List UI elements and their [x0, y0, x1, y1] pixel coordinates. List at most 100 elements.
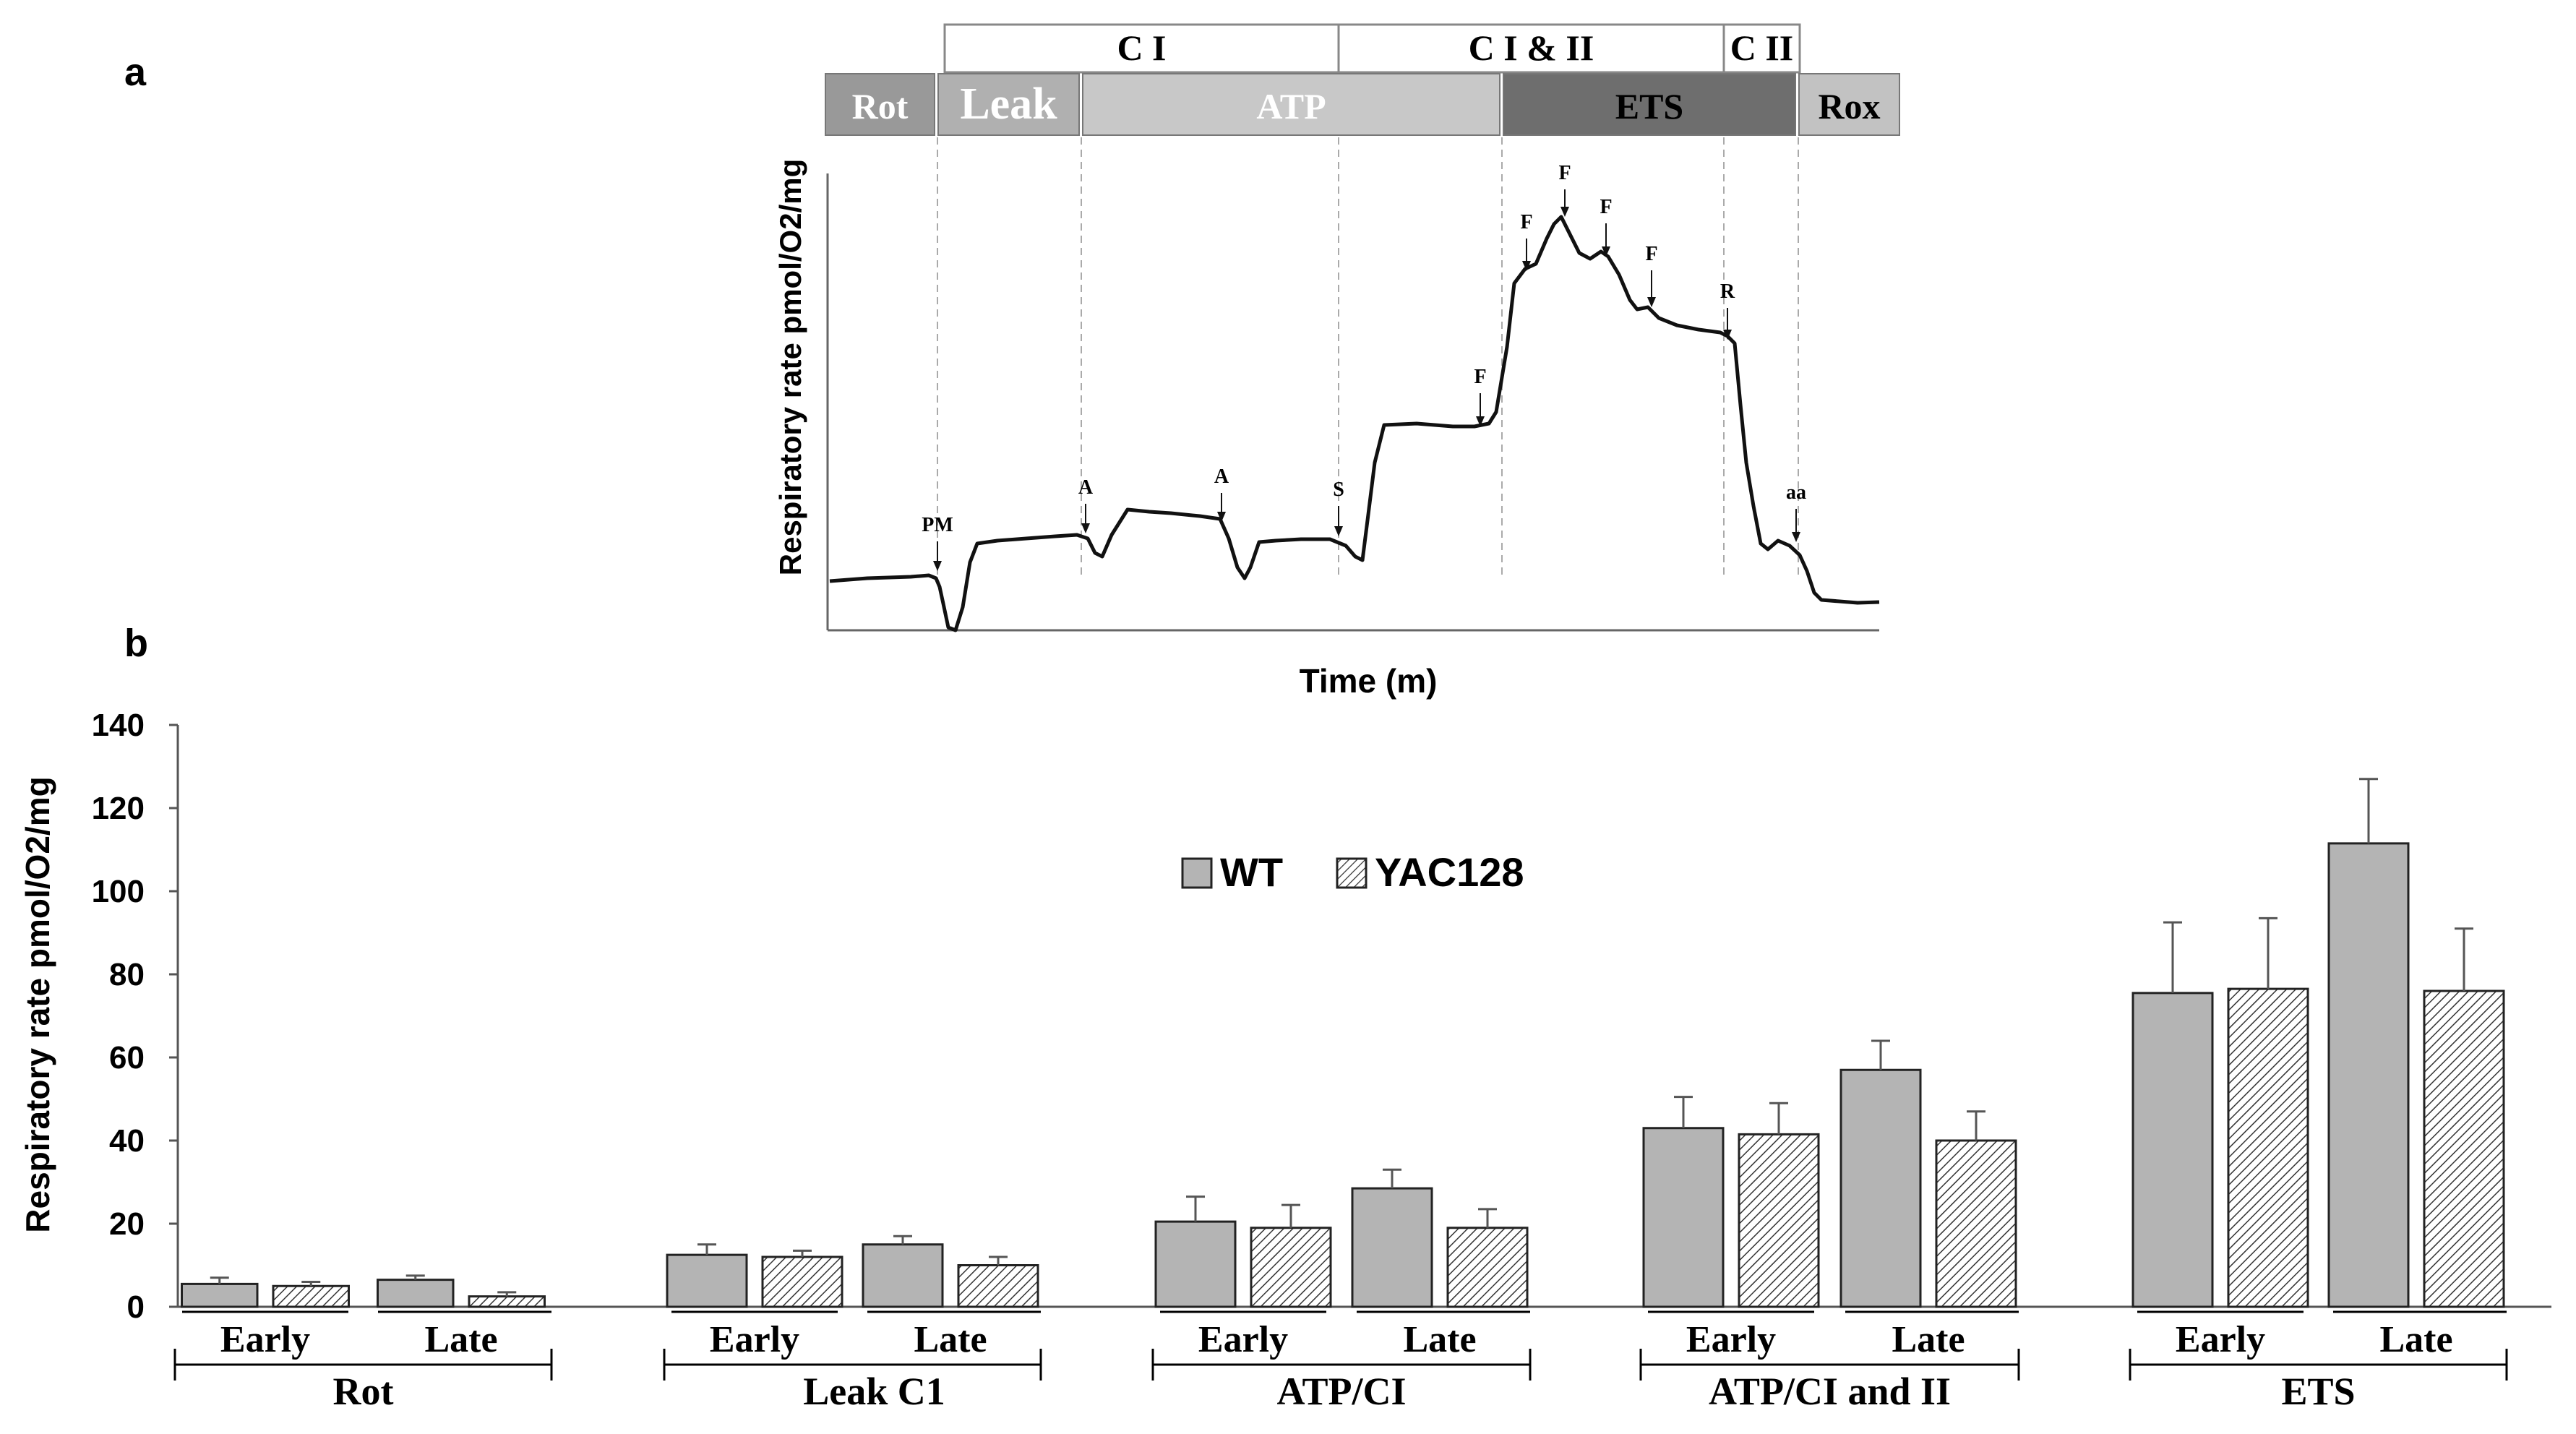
injection-arrowhead [1081, 523, 1090, 533]
legend-label-yac128: YAC128 [1375, 849, 1524, 895]
legend-label-wt: WT [1220, 849, 1283, 895]
bar-yac128-5 [1446, 1227, 1529, 1308]
group-label: ETS [2281, 1370, 2355, 1413]
injection-label: R [1720, 280, 1735, 303]
injection-label: F [1474, 366, 1486, 388]
injection-annotations: PM A A S F F F F F Raa [922, 162, 1806, 571]
bar-wt-3 [862, 1243, 944, 1308]
injection-arrowhead [1334, 526, 1343, 536]
complex-label-2: C II [1730, 27, 1794, 68]
bar-yac128-6 [1738, 1133, 1820, 1308]
injection-label: aa [1786, 481, 1806, 504]
complex-box-0 [943, 23, 1340, 74]
injection-label: F [1520, 211, 1532, 233]
oxygraph-panel: C I C I & II C II Rot Leak ATP ETS Rox PM A A S F F… [773, 23, 1900, 700]
injection-arrowhead [1647, 297, 1656, 307]
panel-b-letter: b [124, 622, 148, 665]
bar-yac128-4 [1250, 1227, 1332, 1308]
injection-arrowhead [1217, 512, 1226, 522]
bar-yac128-0 [272, 1284, 350, 1308]
injection-arrowhead [1476, 416, 1485, 426]
subgroup-label-late: Late [914, 1319, 987, 1360]
bar-wt-8 [2131, 992, 2214, 1308]
subgroup-label-early: Early [220, 1319, 310, 1360]
subgroup-label-early: Early [710, 1319, 799, 1360]
respiration-trace [829, 215, 1880, 632]
injection-label: F [1600, 196, 1612, 218]
y-tick-label: 40 [109, 1123, 145, 1159]
bar-yac128-7 [1935, 1139, 2017, 1308]
bar-yac128-1 [468, 1295, 546, 1308]
bar-wt-6 [1642, 1127, 1725, 1308]
bar-wt-2 [666, 1253, 748, 1308]
state-box-rox [1798, 73, 1900, 136]
bar-chart-panel: 0 20 40 60 80 100 120 140 Early Late Rot Early Late… [19, 708, 2551, 1413]
group-label: Leak C1 [803, 1370, 945, 1413]
y-tick-label: 120 [92, 791, 145, 826]
subgroup-label-early: Early [2176, 1319, 2265, 1360]
bar-yac128-8 [2227, 987, 2309, 1308]
bar-wt-0 [181, 1282, 259, 1308]
state-label-0: Rot [852, 86, 909, 126]
y-tick-label: 100 [92, 874, 145, 909]
legend-swatch-wt [1181, 857, 1213, 889]
injection-arrowhead [1723, 330, 1732, 340]
group-label: Rot [333, 1370, 394, 1413]
state-box-leak [937, 73, 1080, 136]
subgroup-label-late: Late [1892, 1319, 1965, 1360]
state-label-1: Leak [960, 80, 1057, 129]
y-tick-label: 20 [109, 1206, 145, 1242]
injection-label: F [1558, 162, 1571, 184]
injection-label: PM [922, 514, 953, 536]
bar-wt-5 [1351, 1187, 1433, 1308]
injection-arrowhead [933, 561, 942, 571]
group-label: ATP/CI [1276, 1370, 1406, 1413]
injection-arrowhead [1602, 246, 1610, 257]
bar-yac128-9 [2423, 989, 2505, 1308]
injection-label: A [1078, 476, 1094, 499]
subgroup-label-late: Late [424, 1319, 497, 1360]
state-box-atp [1082, 73, 1500, 136]
group-label: ATP/CI and II [1709, 1370, 1951, 1413]
bar-y-label: Respiratory rate pmol/O2/mg [19, 776, 56, 1232]
trace-y-label: Respiratory rate pmol/O2/mg [773, 159, 807, 576]
state-label-3: ETS [1615, 86, 1684, 126]
injection-label: F [1645, 243, 1657, 265]
state-label-4: Rox [1818, 86, 1880, 126]
legend: WT YAC128 [1181, 849, 1524, 895]
complex-box-1 [1337, 23, 1725, 74]
injection-arrowhead [1792, 532, 1800, 542]
injection-arrowhead [1560, 207, 1569, 217]
state-box-rot [825, 73, 935, 136]
panel-a-letter: a [124, 51, 147, 94]
y-tick-label: 80 [109, 957, 145, 992]
subgroup-label-early: Early [1198, 1319, 1288, 1360]
bar-yac128-2 [761, 1255, 843, 1308]
bar-wt-9 [2327, 842, 2410, 1308]
bar-y-axis: 0 20 40 60 80 100 120 140 [92, 708, 179, 1325]
y-tick-label: 0 [127, 1289, 145, 1325]
bar-series [181, 778, 2505, 1308]
subgroup-label-late: Late [2379, 1319, 2452, 1360]
injection-label: A [1214, 465, 1229, 488]
complex-boxes: C I C I & II C II [943, 23, 1801, 74]
bar-wt-4 [1154, 1220, 1237, 1308]
state-label-2: ATP [1256, 86, 1326, 126]
y-tick-label: 60 [109, 1040, 145, 1076]
y-tick-label: 140 [92, 708, 145, 743]
subgroup-label-late: Late [1403, 1319, 1476, 1360]
bar-wt-7 [1839, 1068, 1922, 1308]
complex-label-1: C I & II [1469, 27, 1594, 68]
bar-yac128-3 [957, 1264, 1039, 1308]
subgroup-label-early: Early [1686, 1319, 1776, 1360]
legend-swatch-yac128 [1336, 857, 1368, 889]
complex-label-0: C I [1117, 27, 1166, 68]
state-box-ets [1503, 73, 1796, 136]
state-boxes: Rot Leak ATP ETS Rox [825, 73, 1900, 136]
injection-arrowhead [1522, 261, 1531, 271]
bar-wt-1 [377, 1279, 455, 1308]
injection-label: S [1333, 478, 1344, 501]
trace-x-label: Time (m) [1300, 662, 1438, 700]
